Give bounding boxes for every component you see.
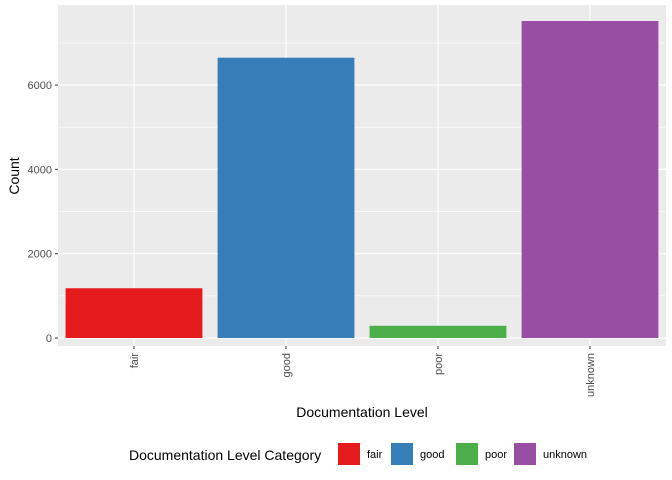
y-axis-ticks: 0 2000 4000 6000 <box>28 80 58 345</box>
bar-unknown <box>521 21 659 338</box>
legend-key-poor <box>456 443 478 465</box>
x-tick-label: unknown <box>585 353 597 397</box>
legend-label-good: good <box>420 449 444 461</box>
legend-label-unknown: unknown <box>543 449 587 461</box>
x-axis-title: Documentation Level <box>296 404 428 420</box>
legend-title: Documentation Level Category <box>129 447 321 463</box>
y-axis-title: Count <box>6 157 22 194</box>
bars <box>65 21 659 338</box>
y-tick-label: 4000 <box>28 164 52 176</box>
y-tick-label: 6000 <box>28 80 52 92</box>
legend-label-fair: fair <box>367 449 383 461</box>
bar-good <box>217 57 355 338</box>
x-tick-label: poor <box>433 353 445 375</box>
bar-poor <box>369 325 507 338</box>
legend-label-poor: poor <box>485 449 507 461</box>
legend-items: fair good poor unknown <box>338 443 587 465</box>
legend-key-good <box>391 443 413 465</box>
y-tick-label: 0 <box>46 333 52 345</box>
legend-key-unknown <box>514 443 536 465</box>
x-tick-label: fair <box>129 353 141 369</box>
x-tick-label: good <box>281 353 293 377</box>
y-tick-label: 2000 <box>28 249 52 261</box>
bar-fair <box>65 288 203 338</box>
legend-key-fair <box>338 443 360 465</box>
legend: Documentation Level Category fair good poo… <box>129 443 587 465</box>
x-axis-ticks: fair good poor unknown <box>129 346 597 397</box>
